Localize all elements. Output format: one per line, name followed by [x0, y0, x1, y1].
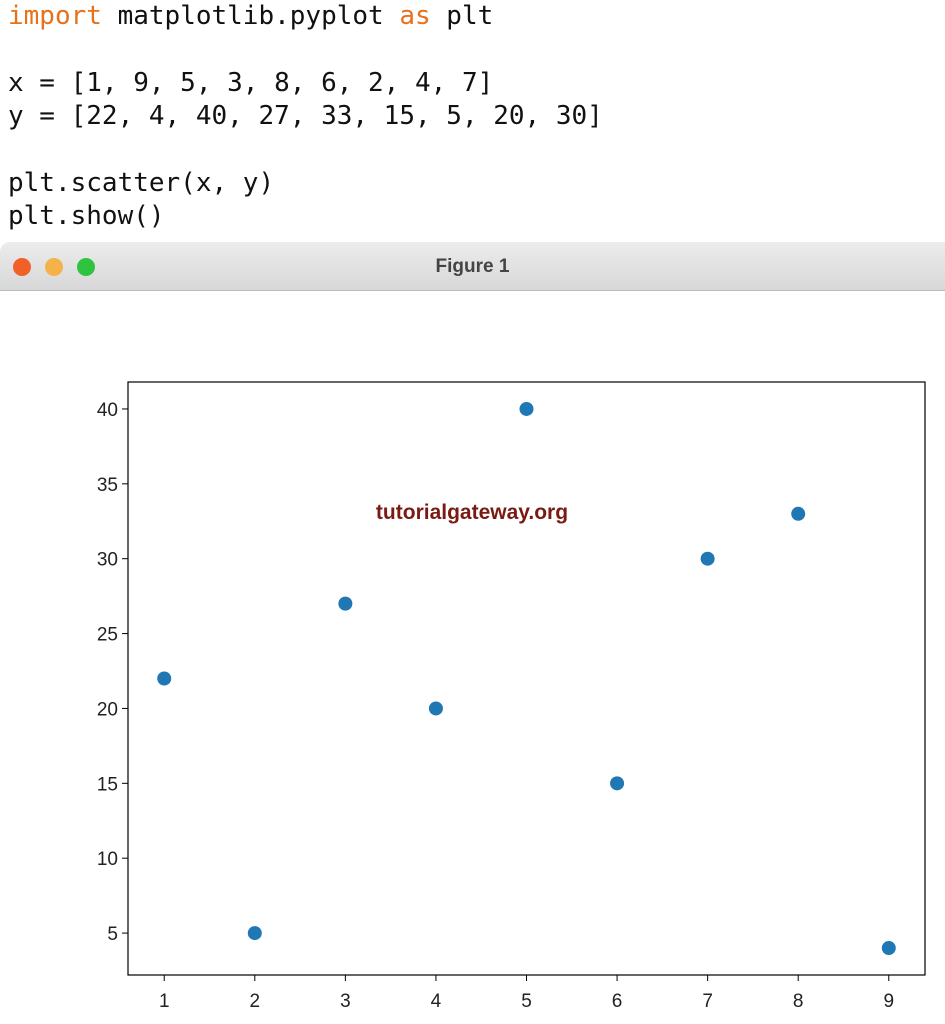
code-line: plt.scatter(x, y)	[8, 167, 603, 200]
zoom-button[interactable]	[77, 258, 95, 276]
code-editor: import matplotlib.pyplot as plt x = [1, 9…	[8, 0, 603, 267]
code-token: plt	[430, 1, 494, 31]
scatter-point	[610, 776, 625, 791]
code-block: plt.scatter(x, y) plt.show()	[8, 167, 603, 233]
x-tick-label: 2	[250, 991, 261, 1012]
code-token: as	[399, 1, 431, 31]
scatter-point	[247, 926, 262, 941]
plot-frame	[127, 381, 926, 976]
code-token: x = [1, 9, 5, 3, 8, 6, 2, 4, 7]	[8, 68, 494, 98]
x-tick-label: 3	[340, 991, 351, 1012]
y-tick-label: 20	[97, 699, 118, 720]
code-block: import matplotlib.pyplot as plt	[8, 0, 603, 33]
code-token: matplotlib.pyplot	[101, 1, 400, 31]
code-token: y = [22, 4, 40, 27, 33, 15, 5, 20, 30]	[8, 101, 603, 131]
y-tick-label: 35	[97, 475, 118, 496]
scatter-point	[428, 701, 443, 716]
window-titlebar: Figure 1	[0, 242, 945, 291]
watermark: tutorialgateway.org	[376, 501, 568, 524]
scatter-point	[157, 671, 172, 686]
x-tick-label: 1	[159, 991, 170, 1012]
y-tick-label: 25	[97, 625, 118, 646]
y-tick-label: 5	[107, 924, 118, 945]
y-tick-label: 30	[97, 550, 118, 571]
y-tick-label: 10	[97, 849, 118, 870]
window-title: Figure 1	[435, 256, 510, 277]
scatter-point	[338, 596, 353, 611]
x-tick-label: 9	[883, 991, 894, 1012]
scatter-point	[519, 401, 534, 416]
y-tick-label: 15	[97, 774, 118, 795]
code-line: plt.show()	[8, 200, 603, 233]
code-token: plt.scatter(x, y)	[8, 168, 275, 198]
code-line: x = [1, 9, 5, 3, 8, 6, 2, 4, 7]	[8, 67, 603, 100]
scatter-point	[791, 506, 806, 521]
scatter-point	[700, 551, 715, 566]
code-line: import matplotlib.pyplot as plt	[8, 0, 603, 33]
x-tick-label: 6	[612, 991, 623, 1012]
code-token: plt.show()	[8, 201, 165, 231]
minimize-button[interactable]	[45, 258, 63, 276]
code-token: import	[8, 1, 102, 31]
x-tick-label: 4	[431, 991, 442, 1012]
code-block: x = [1, 9, 5, 3, 8, 6, 2, 4, 7] y = [22, …	[8, 67, 603, 133]
x-tick-label: 8	[793, 991, 804, 1012]
y-tick-label: 40	[97, 400, 118, 421]
scatter-point	[881, 941, 896, 956]
code-line: y = [22, 4, 40, 27, 33, 15, 5, 20, 30]	[8, 100, 603, 133]
close-button[interactable]	[13, 258, 31, 276]
x-tick-label: 7	[702, 991, 713, 1012]
x-tick-label: 5	[521, 991, 532, 1012]
